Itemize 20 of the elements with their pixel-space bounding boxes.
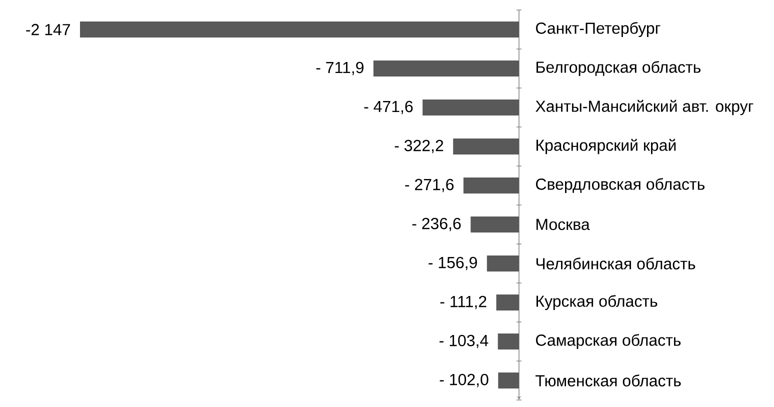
data-label: - 102,0 <box>440 374 488 388</box>
y-tick-label: Санкт-Петербург <box>536 22 660 38</box>
data-label: -2 147 <box>26 24 70 36</box>
y-tick-label: Красноярский край <box>536 138 676 154</box>
data-label: - 322,2 <box>394 140 444 154</box>
y-tick-label: Свердловская область <box>536 178 705 194</box>
data-label: - 236,6 <box>412 218 461 232</box>
y-tick-label: Москва <box>536 218 590 230</box>
y-tick-label: Белгородская область <box>536 60 701 76</box>
data-label: - 711,9 <box>316 62 364 76</box>
data-label: - 111,2 <box>440 296 486 310</box>
y-tick-label: Челябинская область <box>536 258 696 270</box>
data-label: - 156,9 <box>428 256 477 270</box>
y-tick-label: Ханты-Мансийский авт. округ <box>536 100 754 116</box>
y-tick-label: Тюменская область <box>536 374 681 386</box>
y-tick-label: Курская область <box>536 294 658 310</box>
data-label: - 471,6 <box>364 100 413 114</box>
y-tick-label: Самарская область <box>536 334 681 350</box>
data-label: - 271,6 <box>405 178 454 192</box>
data-label: - 103,4 <box>440 334 488 348</box>
